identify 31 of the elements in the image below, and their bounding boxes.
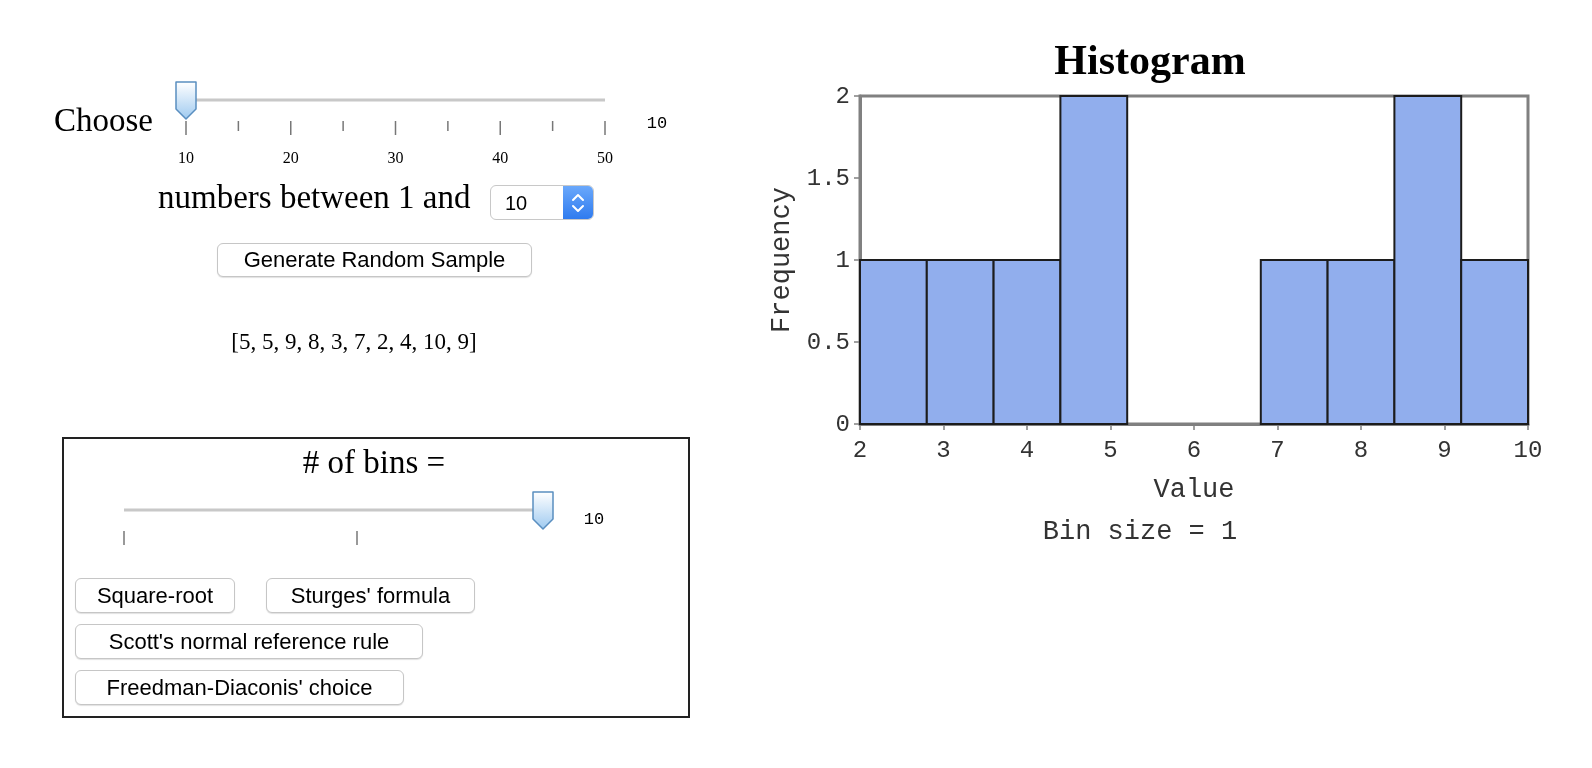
text: numbers between 1 and xyxy=(158,179,471,217)
slider[interactable]: 10 20 30 40 50 xyxy=(176,80,616,166)
text: 10 xyxy=(646,114,668,134)
x-tick-label: 9 xyxy=(1437,436,1452,464)
x-tick-label: 2 xyxy=(852,436,868,464)
y-tick-label: 0.5 xyxy=(806,328,850,356)
text: [5, 5, 9, 8, 3, 7, 2, 4, 10, 9] xyxy=(231,328,477,356)
y-tick-label: 1 xyxy=(835,246,850,274)
x-tick-label: 7 xyxy=(1270,436,1285,464)
button[interactable]: Freedman-Diaconis' choice xyxy=(75,670,404,705)
y-tick-label: 0 xyxy=(835,410,850,438)
dropdown[interactable]: 10 xyxy=(490,185,594,220)
y-axis-title: Frequency xyxy=(767,187,798,333)
x-axis-title: Value xyxy=(1153,474,1235,505)
chart-title: Histogram xyxy=(1054,37,1246,83)
button[interactable]: Square-root xyxy=(75,578,235,613)
button[interactable]: Scott's normal reference rule xyxy=(75,624,423,659)
button[interactable]: Generate Random Sample xyxy=(217,243,532,277)
x-tick-label: 10 xyxy=(1513,436,1543,464)
x-tick-label: 3 xyxy=(936,436,951,464)
text: Choose xyxy=(54,102,153,140)
y-tick-label: 1.5 xyxy=(806,164,850,192)
x-tick-label: 8 xyxy=(1353,436,1369,464)
x-tick-label: 5 xyxy=(1103,436,1118,464)
button[interactable]: Sturges' formula xyxy=(266,578,475,613)
x-tick-label: 6 xyxy=(1186,436,1202,464)
text: Bin size = 1 xyxy=(1042,517,1238,547)
x-tick-label: 4 xyxy=(1019,436,1035,464)
text: # of bins = xyxy=(302,444,446,482)
y-tick-label: 2 xyxy=(835,82,850,110)
text: 10 xyxy=(583,510,605,530)
